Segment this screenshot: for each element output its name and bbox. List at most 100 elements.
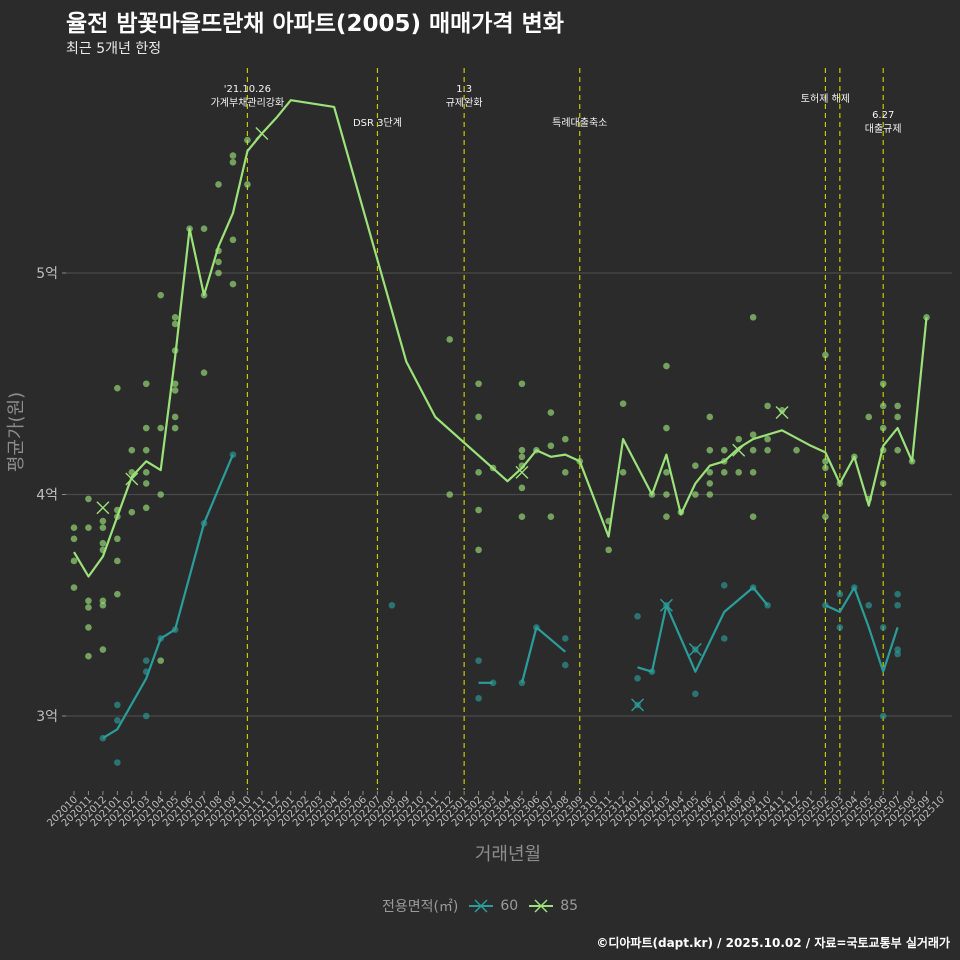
scatter-point-85 [99,539,107,547]
scatter-point-85 [85,604,92,611]
x-marker-85 [775,406,789,420]
scatter-point-60 [562,635,569,642]
scatter-point-85 [85,495,92,503]
scatter-point-85 [171,424,179,432]
event-annotation: 토허제 해제 [801,92,850,105]
scatter-point-85 [229,236,237,244]
scatter-point-85 [879,480,887,487]
scatter-point-85 [215,181,222,188]
scatter-point-85 [706,446,714,454]
scatter-point-85 [735,469,742,476]
scatter-point-85 [749,314,757,321]
scatter-point-85 [663,513,670,520]
scatter-point-85 [99,524,107,532]
scatter-point-85 [114,535,121,543]
scatter-point-85 [446,491,454,498]
scatter-point-85 [605,546,612,554]
scatter-point-85 [547,442,555,450]
scatter-point-85 [894,446,901,454]
scatter-point-85 [518,453,526,461]
x-marker-85 [515,465,529,479]
scatter-point-60 [475,694,482,702]
scatter-point-85 [822,513,829,520]
scatter-point-60 [634,675,641,682]
scatter-point-85 [518,380,526,388]
scatter-point-85 [70,535,78,543]
chart-subtitle: 최근 5개년 한정 [66,41,162,57]
scatter-point-60 [489,679,497,687]
scatter-point-85 [70,557,78,565]
event-annotation: DSR 3단계 [353,117,402,129]
x-marker-85 [732,443,746,457]
legend-label-60: 60 [500,898,519,914]
series-line-60 [520,626,567,684]
scatter-point-85 [894,413,901,421]
scatter-point-85 [70,524,78,532]
scatter-point-85 [692,491,699,498]
scatter-point-85 [619,469,627,476]
y-tick-label: 3억 [36,709,58,725]
scatter-point-60 [720,635,728,642]
x-marker-85 [96,501,110,515]
scatter-point-85 [706,413,714,421]
scatter-point-85 [114,590,121,598]
scatter-point-85 [128,508,136,516]
x-markers [96,126,789,712]
scatter-point-85 [663,469,670,476]
scatter-point-85 [142,380,150,388]
scatter-point-85 [663,362,670,370]
scatter-point-85 [562,469,569,476]
scatter-point-85 [85,624,92,631]
scatter-point-85 [142,446,150,454]
scatter-point-85 [142,469,150,476]
scatter-point-60 [114,717,121,724]
scatter-point-85 [749,431,757,438]
scatter-point-85 [822,464,829,472]
scatter-point-85 [518,513,526,520]
scatter-point-85 [822,457,829,465]
scatter-point-85 [764,402,771,410]
legend: 전용면적(㎡) 60 85 [0,896,960,916]
scatter-point-85 [215,258,222,266]
scatter-point-60 [114,701,121,709]
event-annotation: 1.3 [456,84,472,95]
scatter-point-85 [663,491,670,498]
scatter-point-85 [244,136,251,144]
scatter-point-85 [720,446,728,454]
scatter-point-60 [475,657,482,664]
scatter-point-60 [865,601,873,609]
scatter-point-85 [749,469,757,476]
scatter-point-85 [157,657,164,664]
scatter-point-85 [764,435,771,443]
scatter-point-85 [142,480,150,487]
scatter-point-85 [99,646,107,653]
legend-item-85[interactable]: 85 [528,898,578,914]
series-line-60 [102,454,234,740]
series-line-60 [824,586,899,673]
scatter-point-60 [894,646,901,653]
event-annotation: 특례대출축소 [552,117,607,129]
chart-title: 율전 밤꽃마을뜨란채 아파트(2005) 매매가격 변화 [66,11,564,37]
scatter-point-60 [388,601,396,609]
scatter-point-85 [114,384,121,392]
scatter-point-85 [547,513,555,520]
scatter-point-85 [518,446,526,454]
scatter-point-85 [475,546,482,554]
scatter-point-85 [879,424,887,432]
scatter-point-85 [475,413,482,421]
grid-lines [62,272,952,795]
scatter-point-85 [171,320,179,328]
scatter-point-60 [692,690,699,698]
series-line-85 [73,99,928,578]
legend-label-85: 85 [560,898,579,914]
source-credit: ©디아파트(dapt.kr) / 2025.10.02 / 자료=국토교통부 실… [596,936,950,950]
legend-item-60[interactable]: 60 [468,898,518,914]
scatter-point-60 [720,582,728,589]
scatter-point-85 [706,469,714,476]
scatter-point-85 [764,446,771,454]
y-axis-title: 평균가(원) [6,392,27,472]
event-annotation: 6.27 [872,110,894,121]
legend-title: 전용면적(㎡) [381,899,459,915]
scatter-point-85 [114,557,121,565]
